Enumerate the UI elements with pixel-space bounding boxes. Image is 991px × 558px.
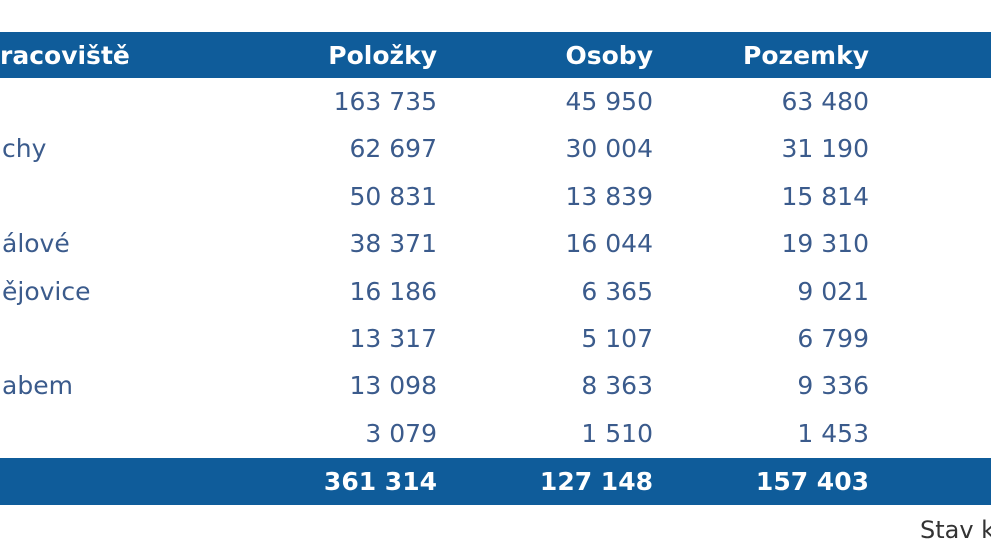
cell-value: 45 950 [565,87,653,116]
cell-value: 62 697 [349,134,437,164]
header-cell: racoviště [0,41,130,70]
note: Stav k [920,516,991,544]
cell-value: 30 004 [565,134,653,164]
cell-value: 163 735 [333,87,437,116]
row-label: chy [2,134,47,164]
cell-value: 1 453 [797,418,869,448]
cell-value: 13 317 [349,324,437,353]
cell-value: 16 186 [349,276,437,306]
cell-value: 8 363 [581,371,653,401]
cell-value: 13 098 [349,371,437,401]
cell-value: 50 831 [349,181,437,211]
cell-value: 13 839 [565,181,653,211]
row-label: abem [2,371,73,401]
cell-value: 9 336 [797,371,869,401]
cell-value: 19 310 [781,229,869,259]
total-value: 361 314 [323,467,437,496]
cell-value: 9 021 [797,276,869,306]
total-value: 127 148 [539,467,653,496]
header-cell: Položky [328,41,437,70]
cell-value: 15 814 [781,181,869,211]
cell-value: 38 371 [349,229,437,259]
cell-value: 6 799 [797,324,869,353]
cell-value: 3 079 [365,418,437,448]
row-label: ějovice [2,276,91,306]
cell-value: 31 190 [781,134,869,164]
total-bar [0,458,991,505]
total-value: 157 403 [755,467,869,496]
header-bar [0,32,991,78]
row-label: álové [2,229,70,259]
cell-value: 16 044 [565,229,653,259]
cell-value: 6 365 [581,276,653,306]
cell-value: 1 510 [581,418,653,448]
cell-value: 63 480 [781,87,869,116]
header-cell: Osoby [565,41,654,70]
header-cell: Pozemky [743,41,869,70]
cell-value: 5 107 [581,324,653,353]
